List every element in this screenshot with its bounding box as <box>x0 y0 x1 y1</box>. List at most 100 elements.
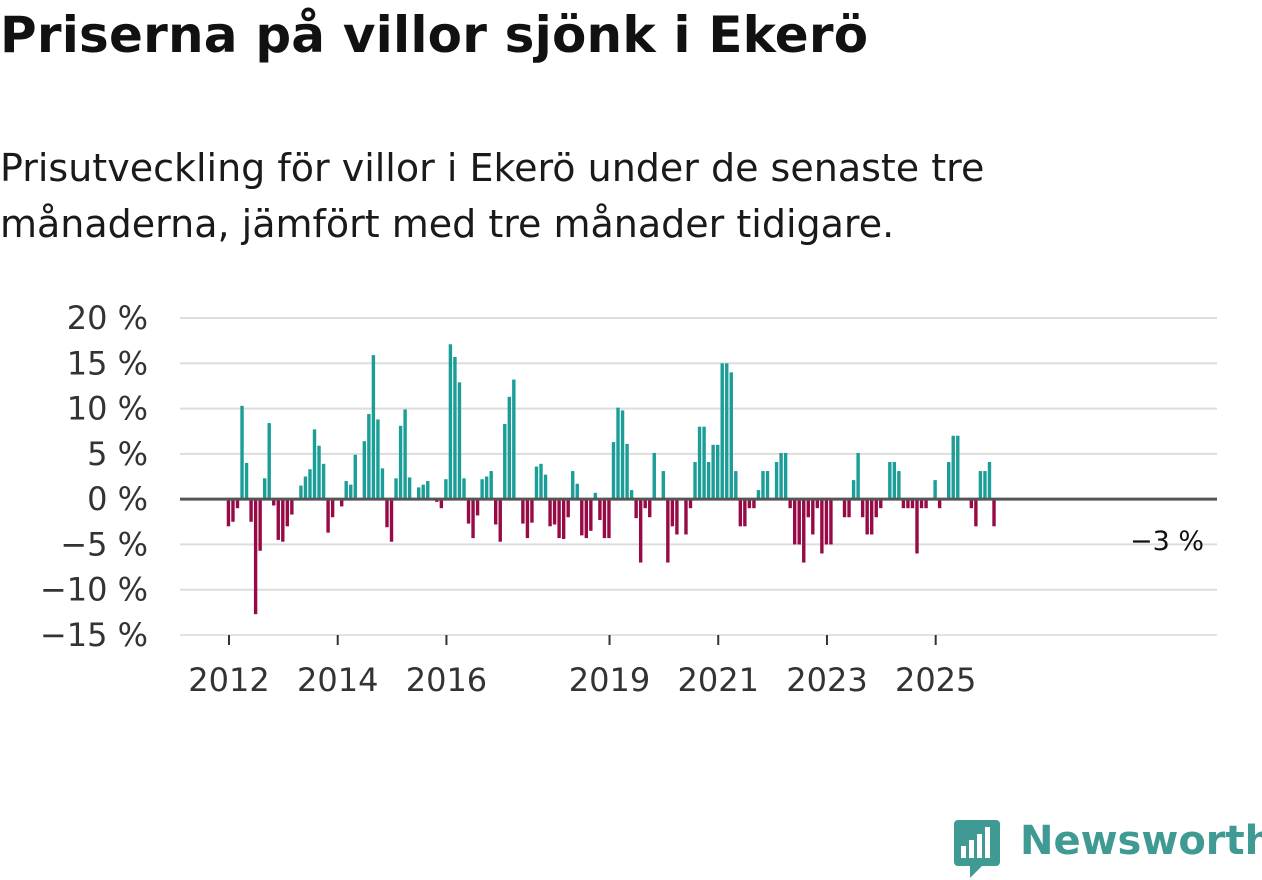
bar <box>666 499 670 563</box>
bar <box>489 471 493 500</box>
bar <box>407 477 412 500</box>
bar <box>258 499 262 551</box>
bar <box>403 409 407 500</box>
bar <box>317 445 321 500</box>
bar <box>702 426 706 500</box>
bar <box>629 490 634 500</box>
bar <box>589 499 593 531</box>
bar <box>303 476 308 500</box>
x-axis: 2012 2014 2016 2019 2021 2023 2025 <box>188 635 976 699</box>
bar <box>267 423 271 500</box>
bar <box>453 356 457 500</box>
bar <box>525 499 530 539</box>
x-tick-label: 2012 <box>188 661 269 699</box>
bar <box>457 382 462 500</box>
bar <box>625 443 629 500</box>
bar <box>897 471 901 500</box>
bar <box>253 499 258 615</box>
y-tick-label: −10 % <box>40 571 148 609</box>
y-tick-label: 15 % <box>67 344 148 382</box>
bar <box>367 414 371 500</box>
bar <box>706 462 711 500</box>
bar <box>584 499 589 539</box>
bar <box>244 462 249 500</box>
bar <box>761 471 765 500</box>
bar <box>353 454 357 500</box>
bar <box>693 462 697 500</box>
x-tick-label: 2021 <box>678 661 759 699</box>
bar <box>779 452 783 500</box>
bar <box>235 499 240 509</box>
bar <box>797 499 801 545</box>
y-tick-label: 20 % <box>67 299 148 337</box>
bar <box>349 484 353 500</box>
bar <box>285 499 290 527</box>
chart-subtitle: Prisutveckling för villor i Ekerö under … <box>0 146 985 246</box>
bar <box>439 499 444 509</box>
bar <box>376 419 380 500</box>
bar <box>389 499 394 542</box>
y-tick-label: 10 % <box>67 390 148 428</box>
bar <box>974 499 978 527</box>
bar <box>462 478 466 500</box>
bar <box>503 423 507 500</box>
bar <box>543 474 548 500</box>
bar <box>870 499 874 535</box>
bar <box>901 499 906 509</box>
bar <box>888 462 892 500</box>
newsworthy-logo-text: Newsworthy <box>1020 818 1262 864</box>
bar <box>648 499 652 518</box>
bar-chart: 20 %15 %10 %5 %0 %−5 %−10 %−15 % 2012 201… <box>40 299 1217 699</box>
bar <box>792 499 797 545</box>
bar <box>634 499 638 519</box>
bar <box>530 499 534 523</box>
newsworthy-chart-icon <box>954 820 1000 878</box>
bar <box>475 499 480 516</box>
bar <box>620 410 625 500</box>
bar <box>765 471 770 500</box>
bar <box>444 479 448 500</box>
bar <box>616 407 620 500</box>
y-tick-label: −5 % <box>60 525 148 563</box>
bar <box>738 499 743 527</box>
bar <box>312 429 317 500</box>
bar <box>774 462 779 500</box>
bar <box>344 481 348 500</box>
x-tick-label: 2019 <box>569 661 650 699</box>
bar <box>471 499 475 539</box>
bar <box>987 462 992 500</box>
bar <box>426 481 430 500</box>
bar <box>417 487 421 500</box>
bar <box>638 499 643 563</box>
bar <box>299 485 303 500</box>
bar <box>815 499 820 509</box>
bar <box>448 344 453 500</box>
bar <box>421 484 425 500</box>
bar <box>272 499 276 506</box>
bar <box>720 363 724 500</box>
bar <box>824 499 829 545</box>
bar <box>480 479 484 500</box>
bar <box>598 499 602 520</box>
bar <box>512 379 516 500</box>
bar <box>652 452 656 500</box>
bar <box>593 492 598 500</box>
bar <box>969 499 974 509</box>
bar <box>947 462 951 500</box>
bar <box>557 499 561 539</box>
bar <box>915 499 919 554</box>
bar <box>321 463 326 500</box>
bar <box>956 435 960 500</box>
bar <box>611 442 616 500</box>
bar <box>783 452 788 500</box>
bar <box>906 499 910 509</box>
bar <box>829 499 833 545</box>
last-value-annotation: −3 % <box>1130 526 1204 557</box>
bar <box>308 469 312 500</box>
bar <box>811 499 815 535</box>
bar <box>371 355 376 500</box>
bar <box>937 499 942 509</box>
bar <box>575 483 579 500</box>
bar <box>521 499 525 524</box>
chart-title: Priserna på villor sjönk i Ekerö <box>0 6 869 64</box>
